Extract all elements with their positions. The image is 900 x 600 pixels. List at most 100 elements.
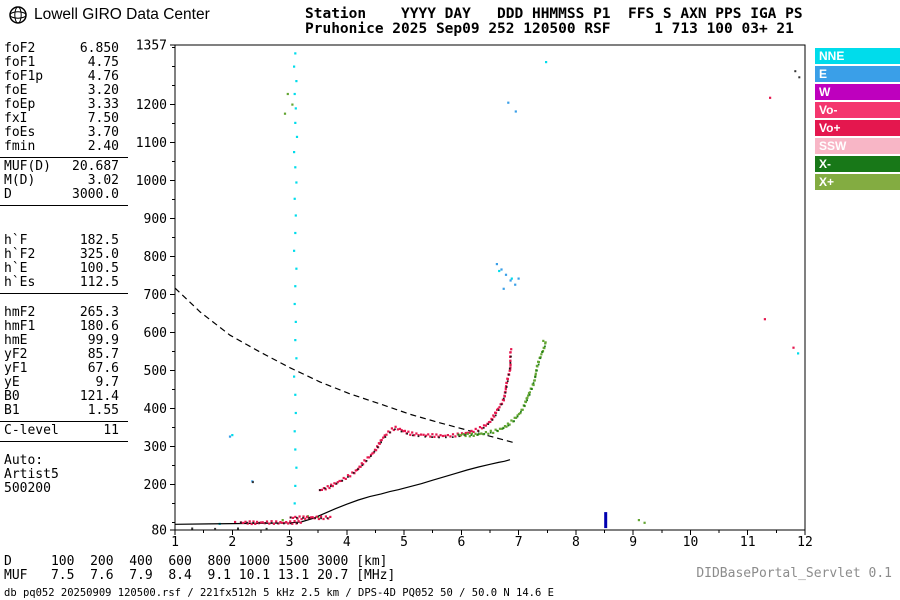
logo-title: Lowell GIRO Data Center: [34, 6, 210, 23]
noise-vo-minus: [383, 373, 510, 438]
x-tick-label: 1: [171, 535, 179, 550]
param-muf-d-: MUF(D) 20.687: [0, 160, 129, 174]
legend-item-x-: X-: [815, 156, 900, 172]
param-value: 3.33: [87, 97, 119, 112]
f-trace-o-mode: [318, 351, 512, 492]
param-hmf2: hmF2 265.3: [0, 306, 129, 320]
param-fof2: foF2 6.850: [0, 42, 129, 56]
param-fof1p: foF1p 4.76: [0, 70, 129, 84]
y-tick-label: 400: [144, 402, 167, 417]
param-label: foEs: [4, 125, 36, 140]
x-tick-label: 8: [572, 535, 580, 550]
param-label: foE: [4, 83, 28, 98]
x-tick-label: 2: [228, 535, 236, 550]
muf-row: MUF 7.5 7.6 7.9 8.4 9.1 10.1 13.1 20.7 […: [4, 568, 396, 583]
parameter-panel: foF2 6.850 foF1 4.75 foF1p 4.76 foE 3.20 foEp 3.3…: [0, 42, 129, 442]
param-foe: foE 3.20: [0, 84, 129, 98]
param-label: yE: [4, 375, 20, 390]
param-value: 325.0: [79, 247, 119, 262]
x-tick-label: 9: [629, 535, 637, 550]
param-label: B1: [4, 403, 20, 418]
param-m-d-: M(D) 3.02: [0, 174, 129, 188]
param-hme: hmE 99.9: [0, 334, 129, 348]
y-axis: 80 200 300 400 500 600 700 800 900 1000 1100 1200 13…: [136, 39, 175, 539]
param-value: 121.4: [79, 389, 119, 404]
station-header-line1: Station YYYY DAY DDD HHMMSS P1 FFS S AXN…: [305, 6, 803, 22]
true-height-profile: [174, 459, 511, 525]
param-ye: yE 9.7: [0, 376, 129, 390]
param-label: fxI: [4, 111, 28, 126]
x-tick-label: 4: [343, 535, 351, 550]
x-tick-label: 6: [457, 535, 465, 550]
param-value: 3.02: [87, 173, 119, 188]
param-value: 180.6: [79, 319, 119, 334]
f-trace-x-mode: [457, 342, 547, 438]
x-tick-label: 3: [286, 535, 294, 550]
station-header: Station YYYY DAY DDD HHMMSS P1 FFS S AXN…: [305, 7, 803, 37]
param-label: C-level: [4, 423, 59, 438]
param-fmin: fmin 2.40: [0, 140, 129, 154]
y-tick-label: 800: [144, 250, 167, 265]
param-value: 20.687: [72, 159, 119, 174]
param-h-f2: h`F2 325.0: [0, 248, 129, 262]
param-d: D 3000.0: [0, 188, 129, 202]
x-axis: 1 2 3 4 5 6 7 8 9 10 11 12: [171, 530, 813, 550]
param-label: MUF(D): [4, 159, 51, 174]
param-label: foF2: [4, 41, 36, 56]
param-value: 265.3: [79, 305, 119, 320]
auto-line-artist: Artist5: [4, 467, 59, 482]
y-tick-label: 1100: [136, 136, 167, 151]
param-label: h`E: [4, 261, 28, 276]
x-tick-label: 7: [515, 535, 523, 550]
param-value: 85.7: [87, 347, 119, 362]
param-value: 3000.0: [72, 187, 119, 202]
y-tick-label: 700: [144, 288, 167, 303]
legend-item-e: E: [815, 66, 900, 82]
panel-divider: [0, 293, 128, 294]
auto-label: Auto:: [4, 453, 44, 468]
y-tick-label: 500: [144, 364, 167, 379]
param-c-level: C-level 11: [0, 424, 129, 438]
y-tick-label: 1357: [136, 39, 167, 54]
param-value: 9.7: [95, 375, 119, 390]
panel-divider: [0, 205, 128, 206]
legend-item-nne: NNE: [815, 48, 900, 64]
param-value: 11: [103, 423, 119, 438]
param-section: hmF2 265.3 hmF1 180.6 hmE 99.9 yF2 85.7 yF1 67.6 y…: [0, 306, 129, 418]
x-tick-label: 12: [797, 535, 813, 550]
param-h-f: h`F 182.5: [0, 234, 129, 248]
param-label: foF1p: [4, 69, 44, 84]
param-value: 7.50: [87, 111, 119, 126]
param-section: foF2 6.850 foF1 4.75 foF1p 4.76 foE 3.20 foEp 3.3…: [0, 42, 129, 154]
param-label: h`F: [4, 233, 28, 248]
param-value: 182.5: [79, 233, 119, 248]
param-foep: foEp 3.33: [0, 98, 129, 112]
param-label: yF2: [4, 347, 28, 362]
param-h-e: h`E 100.5: [0, 262, 129, 276]
plot-frame: [174, 44, 806, 531]
legend-item-ssw: SSW: [815, 138, 900, 154]
panel-divider: [0, 421, 128, 422]
y-tick-label: 600: [144, 326, 167, 341]
param-b1: B1 1.55: [0, 404, 129, 418]
param-label: M(D): [4, 173, 36, 188]
y-tick-label: 1200: [136, 98, 167, 113]
noise-dark: [191, 70, 801, 530]
param-value: 112.5: [79, 275, 119, 290]
param-value: 100.5: [79, 261, 119, 276]
auto-line-code: 500200: [4, 481, 51, 496]
param-section: h`F 182.5 h`F2 325.0 h`E 100.5 h`Es 112.5: [0, 234, 129, 290]
param-b0: B0 121.4: [0, 390, 129, 404]
y-tick-label: 200: [144, 478, 167, 493]
y-tick-label: 900: [144, 212, 167, 227]
x-tick-label: 11: [740, 535, 756, 550]
file-info: db pq052 20250909 120500.rsf / 221fx512h…: [4, 587, 554, 599]
param-label: h`Es: [4, 275, 36, 290]
param-value: 2.40: [87, 139, 119, 154]
param-label: hmE: [4, 333, 28, 348]
y-tick-label: 1000: [136, 174, 167, 189]
es-trace-o-mode: [289, 515, 332, 521]
noise-o: [234, 96, 795, 524]
legend-item-vo-: Vo+: [815, 120, 900, 136]
